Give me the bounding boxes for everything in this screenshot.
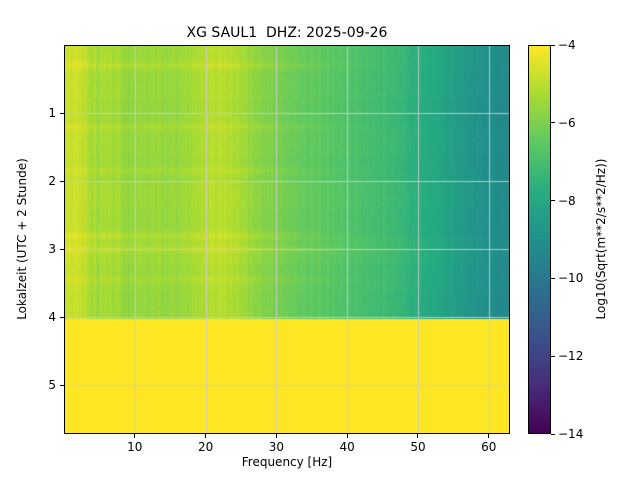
spectrogram-heatmap [64,45,510,434]
colorbar-tick [551,355,555,357]
y-axis-label: Lokalzeit (UTC + 2 Stunde) [15,158,29,320]
y-tick [60,384,64,386]
colorbar-label: Log10(Sqrt(m**2/s**2/Hz)) [594,158,608,320]
x-tick-label: 30 [268,440,285,454]
colorbar-tick [551,44,555,46]
colorbar [528,45,551,434]
y-tick-label: 5 [48,378,56,393]
x-tick [488,434,490,438]
x-tick-label: 60 [481,440,497,454]
x-tick [346,434,348,438]
x-tick [417,434,419,438]
x-tick [275,434,277,438]
colorbar-tick [551,122,555,124]
x-tick [205,434,207,438]
x-tick-label: 40 [339,440,355,454]
x-tick-label: 10 [127,440,143,454]
x-tick-label: 50 [410,440,426,454]
x-axis-label: Frequency [Hz] [241,455,333,469]
colorbar-tick-label: −10 [558,271,584,286]
x-tick-label: 20 [197,440,214,454]
y-tick [60,180,64,182]
colorbar-tick-label: −4 [558,38,576,52]
colorbar-tick [551,433,555,435]
y-tick-label: 2 [48,174,56,188]
y-tick [60,316,64,318]
colorbar-tick [551,200,555,202]
colorbar-tick-label: −8 [558,193,576,208]
colorbar-tick [551,277,555,279]
y-tick [60,112,64,114]
x-tick [134,434,136,438]
chart-title: XG SAUL1 DHZ: 2025-09-26 [186,25,388,41]
y-tick-label: 1 [48,106,56,120]
colorbar-tick-label: −12 [558,349,584,364]
colorbar-tick-label: −14 [558,427,584,441]
colorbar-tick-label: −6 [558,115,576,130]
y-tick-label: 4 [48,310,56,325]
y-tick [60,248,64,250]
y-tick-label: 3 [48,242,56,257]
